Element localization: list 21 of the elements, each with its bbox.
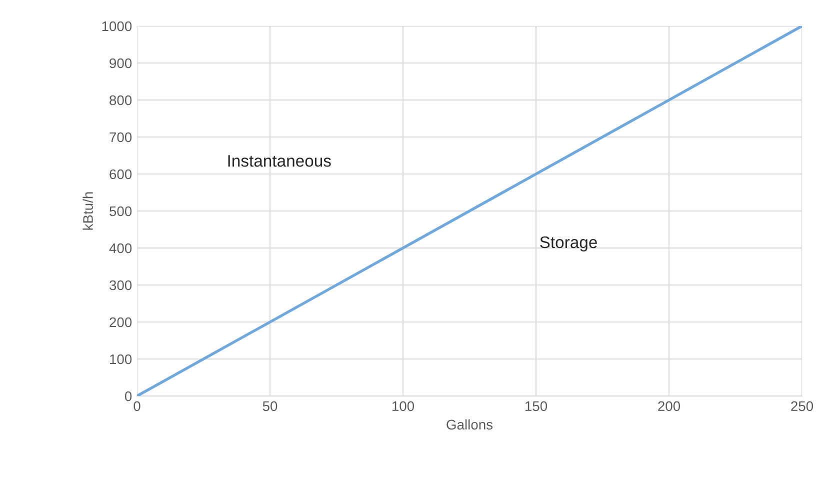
- y-tick-label: 300: [110, 280, 132, 290]
- x-tick-label: 50: [262, 401, 278, 412]
- y-tick-label: 600: [110, 169, 132, 180]
- annotation: Storage: [540, 236, 597, 252]
- annotation: Instantaneous: [228, 155, 331, 167]
- y-tick-label: 1000: [102, 21, 132, 32]
- y-tick-label: 900: [110, 58, 132, 68]
- y-tick-label: 200: [110, 317, 132, 328]
- y-axis-title: kBtu/h: [82, 192, 93, 230]
- x-axis-title: Gallons: [446, 419, 493, 430]
- x-tick-label: 100: [392, 401, 414, 412]
- y-tick-label: 400: [109, 243, 132, 254]
- y-tick-label: 0: [124, 391, 132, 402]
- x-tick-label: 0: [134, 401, 140, 412]
- x-tick-label: 150: [525, 401, 548, 412]
- x-tick-label: 200: [658, 401, 680, 412]
- x-tick-label: 250: [791, 401, 814, 412]
- y-tick-label: 100: [110, 354, 132, 364]
- y-tick-label: 700: [110, 132, 132, 142]
- y-tick-label: 500: [110, 206, 132, 216]
- y-tick-label: 800: [110, 95, 132, 106]
